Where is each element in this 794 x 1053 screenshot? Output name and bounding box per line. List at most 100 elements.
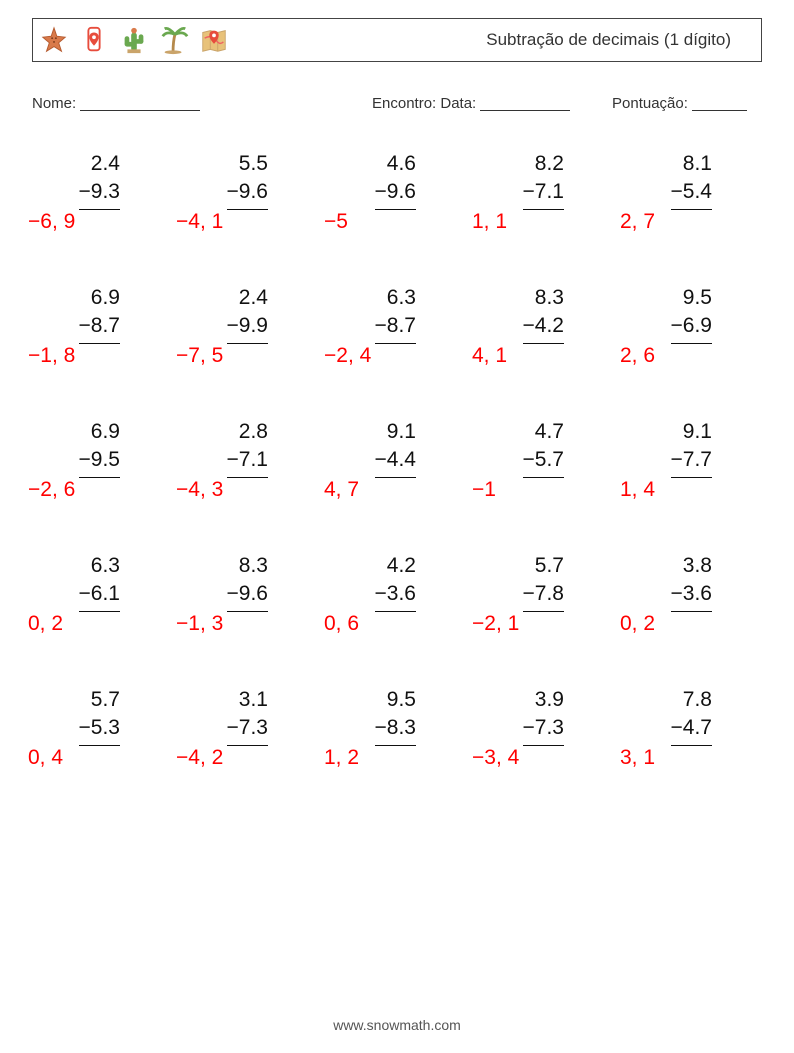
minuend: 2.8 [227,418,268,446]
problem-stack: 6.9−9.5 [79,418,120,478]
answer: 0, 2 [620,612,655,636]
subtrahend: −9.6 [227,580,268,611]
problem-cell: 6.3−8.7−2, 4 [328,284,466,374]
subtrahend: −4.7 [671,714,712,745]
minuend: 6.9 [79,284,120,312]
subtrahend: −9.9 [227,312,268,343]
header-box: Subtração de decimais (1 dígito) [32,18,762,62]
problem-stack: 3.1−7.3 [227,686,268,746]
answer: 2, 7 [620,210,655,234]
answer: 4, 1 [472,344,507,368]
problem-stack: 3.8−3.6 [671,552,712,612]
problem-cell: 4.6−9.6−5 [328,150,466,240]
problem-stack: 3.9−7.3 [523,686,564,746]
answer: 0, 6 [324,612,359,636]
problem-cell: 3.9−7.3−3, 4 [476,686,614,776]
problem-stack: 7.8−4.7 [671,686,712,746]
minuend: 9.1 [671,418,712,446]
subtrahend: −8.3 [375,714,416,745]
answer: 3, 1 [620,746,655,770]
encontro-label: Encontro: Data: [372,95,476,112]
problem-cell: 6.3−6.10, 2 [32,552,170,642]
minuend: 8.3 [523,284,564,312]
answer: −2, 1 [472,612,519,636]
minuend: 5.5 [227,150,268,178]
data-blank [480,95,570,111]
subtrahend: −7.3 [227,714,268,745]
answer: 0, 4 [28,746,63,770]
pont-field: Pontuação: [612,92,762,112]
problem-cell: 9.5−6.92, 6 [624,284,762,374]
problem-cell: 3.8−3.60, 2 [624,552,762,642]
minuend: 6.9 [79,418,120,446]
minuend: 6.3 [375,284,416,312]
problem-stack: 2.4−9.3 [79,150,120,210]
nome-blank [80,95,200,111]
problem-cell: 8.3−9.6−1, 3 [180,552,318,642]
problem-stack: 8.1−5.4 [671,150,712,210]
worksheet-page: Subtração de decimais (1 dígito) Nome: E… [0,0,794,776]
problem-cell: 4.7−5.7−1 [476,418,614,508]
answer: 1, 2 [324,746,359,770]
answer: −4, 3 [176,478,223,502]
subtrahend: −7.8 [523,580,564,611]
problem-stack: 5.5−9.6 [227,150,268,210]
problem-cell: 8.1−5.42, 7 [624,150,762,240]
answer: −4, 2 [176,746,223,770]
problem-cell: 5.5−9.6−4, 1 [180,150,318,240]
subtrahend: −4.4 [375,446,416,477]
subtrahend: −9.6 [227,178,268,209]
problem-stack: 8.3−9.6 [227,552,268,612]
problem-cell: 4.2−3.60, 6 [328,552,466,642]
subtrahend: −5.7 [523,446,564,477]
header-icons [39,25,229,55]
answer: −5 [324,210,348,234]
minuend: 2.4 [79,150,120,178]
subtrahend: −7.1 [227,446,268,477]
pont-blank [692,95,747,111]
problems-grid: 2.4−9.3−6, 95.5−9.6−4, 14.6−9.6−58.2−7.1… [32,150,762,776]
answer: −2, 6 [28,478,75,502]
subtrahend: −8.7 [375,312,416,343]
answer: 1, 1 [472,210,507,234]
problem-stack: 4.2−3.6 [375,552,416,612]
answer: 2, 6 [620,344,655,368]
problem-stack: 4.7−5.7 [523,418,564,478]
problem-cell: 8.3−4.24, 1 [476,284,614,374]
problem-stack: 9.1−7.7 [671,418,712,478]
minuend: 9.1 [375,418,416,446]
answer: −2, 4 [324,344,371,368]
minuend: 8.2 [523,150,564,178]
answer: 4, 7 [324,478,359,502]
problem-cell: 9.5−8.31, 2 [328,686,466,776]
subtrahend: −3.6 [671,580,712,611]
nome-label: Nome: [32,95,76,112]
minuend: 3.8 [671,552,712,580]
problem-cell: 5.7−5.30, 4 [32,686,170,776]
problem-stack: 8.2−7.1 [523,150,564,210]
minuend: 8.3 [227,552,268,580]
answer: −1, 8 [28,344,75,368]
minuend: 5.7 [79,686,120,714]
answer: −4, 1 [176,210,223,234]
problem-cell: 9.1−7.71, 4 [624,418,762,508]
problem-stack: 4.6−9.6 [375,150,416,210]
problem-stack: 8.3−4.2 [523,284,564,344]
problem-stack: 9.1−4.4 [375,418,416,478]
subtrahend: −9.3 [79,178,120,209]
minuend: 6.3 [79,552,120,580]
encontro-field: Encontro: Data: [372,92,612,112]
minuend: 2.4 [227,284,268,312]
problem-stack: 6.3−8.7 [375,284,416,344]
minuend: 9.5 [375,686,416,714]
cactus-icon [119,25,149,55]
subtrahend: −8.7 [79,312,120,343]
problem-stack: 2.4−9.9 [227,284,268,344]
problem-cell: 5.7−7.8−2, 1 [476,552,614,642]
subtrahend: −9.5 [79,446,120,477]
subtrahend: −4.2 [523,312,564,343]
subtrahend: −5.3 [79,714,120,745]
minuend: 4.6 [375,150,416,178]
subtrahend: −7.1 [523,178,564,209]
answer: −1, 3 [176,612,223,636]
